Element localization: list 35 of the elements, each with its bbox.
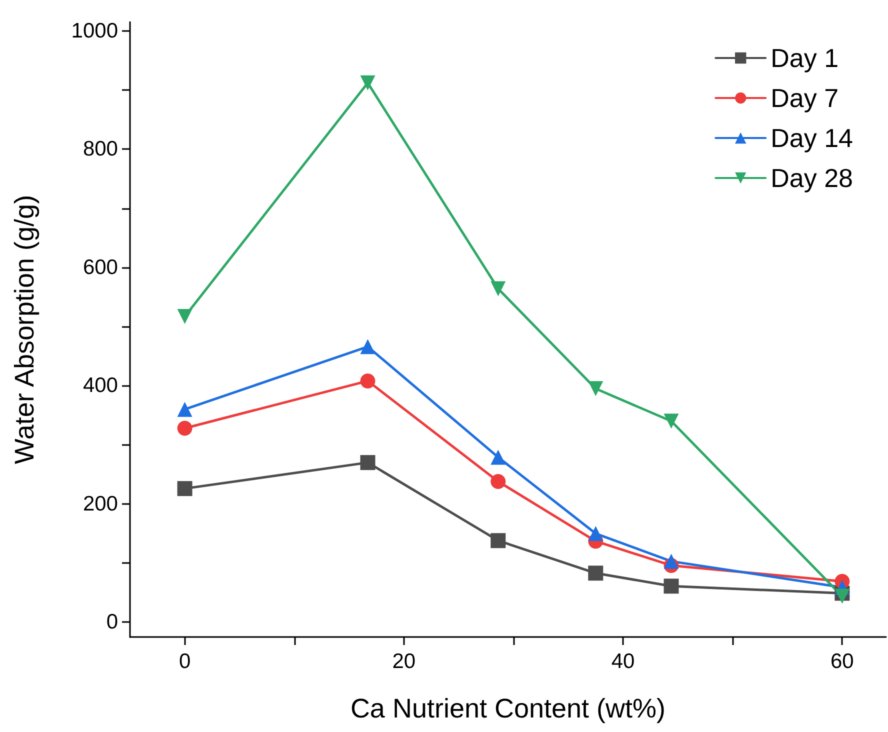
point xyxy=(490,450,506,465)
point xyxy=(360,339,376,354)
point xyxy=(177,481,192,496)
y-tick-label: 400 xyxy=(82,374,118,398)
point xyxy=(834,588,850,604)
x-axis-title: Ca Nutrient Content (wt%) xyxy=(350,694,666,724)
legend-label: Day 1 xyxy=(770,43,839,73)
point xyxy=(360,373,376,388)
y-tick-label: 1000 xyxy=(71,19,118,42)
point xyxy=(490,474,506,489)
point xyxy=(664,414,679,429)
x-tick-label: 40 xyxy=(611,650,635,673)
point xyxy=(588,526,604,542)
x-tick-label: 60 xyxy=(830,650,854,673)
y-axis-title: Water Absorption (g/g) xyxy=(10,194,40,464)
point xyxy=(360,455,376,470)
y-tick-label: 0 xyxy=(106,610,118,634)
legend-label: Day 14 xyxy=(770,123,854,153)
point xyxy=(177,308,192,324)
point xyxy=(490,281,506,296)
point xyxy=(664,578,679,594)
y-tick-label: 200 xyxy=(82,492,118,516)
point xyxy=(177,402,192,417)
point xyxy=(588,381,604,396)
legend-label: Day 7 xyxy=(770,83,839,113)
point xyxy=(588,566,604,581)
point xyxy=(360,75,376,90)
y-tick-label: 600 xyxy=(82,256,118,279)
point xyxy=(664,554,679,569)
point xyxy=(490,533,506,548)
point xyxy=(177,420,192,436)
y-tick-label: 800 xyxy=(82,138,118,161)
x-tick-label: 20 xyxy=(392,650,416,673)
x-tick-label: 0 xyxy=(178,650,191,673)
legend-label: Day 28 xyxy=(770,163,854,193)
